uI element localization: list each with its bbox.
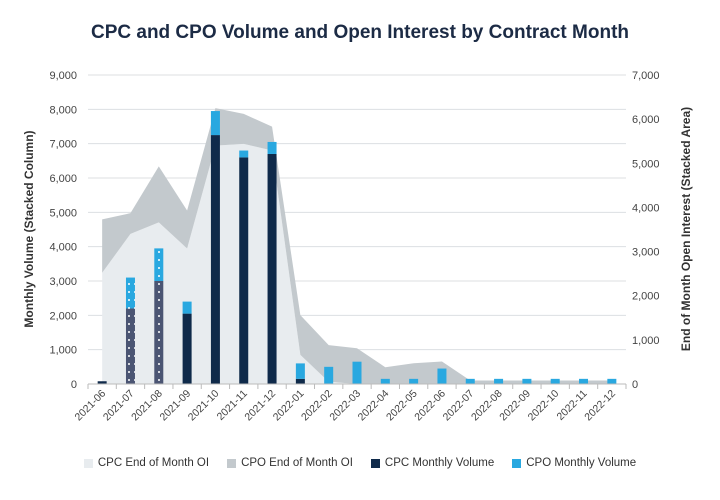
bar-pattern bbox=[125, 277, 135, 309]
bar-cpo-monthly-volume bbox=[494, 378, 504, 384]
y-tick-label: 9,000 bbox=[49, 70, 77, 82]
legend-swatch bbox=[512, 458, 522, 468]
bar-cpo-monthly-volume bbox=[550, 378, 560, 384]
y-tick-label: 4,000 bbox=[49, 242, 77, 254]
plot-area: 0 1,000 2,000 3,000 4,000 5,000 6,000 7,000 8,00… bbox=[22, 70, 693, 424]
y-tick-label: 5,000 bbox=[49, 207, 77, 219]
legend-label: CPC End of Month OI bbox=[97, 457, 210, 469]
y-tick-label: 3,000 bbox=[49, 276, 77, 288]
y-tick-label: 1,000 bbox=[49, 345, 77, 357]
y-axis-label: Monthly Volume (Stacked Column) bbox=[22, 130, 36, 327]
bar-cpo-monthly-volume bbox=[579, 378, 589, 384]
legend-label: CPO Monthly Volume bbox=[526, 457, 637, 469]
bar-cpo-monthly-volume bbox=[352, 361, 362, 384]
y2-tick-label: 4,000 bbox=[632, 202, 660, 214]
legend-label: CPO End of Month OI bbox=[241, 457, 353, 469]
bar-cpc-monthly-volume bbox=[239, 157, 249, 384]
y2-tick-label: 1,000 bbox=[632, 335, 660, 347]
legend-item: CPC End of Month OI bbox=[83, 457, 210, 469]
y-tick-label: 6,000 bbox=[49, 173, 77, 185]
y2-tick-label: 3,000 bbox=[632, 247, 660, 259]
y2-tick-label: 7,000 bbox=[632, 70, 660, 82]
y2-tick-label: 2,000 bbox=[632, 291, 660, 303]
legend-label: CPC Monthly Volume bbox=[384, 457, 495, 469]
y2-tick-label: 5,000 bbox=[632, 158, 660, 170]
bar-cpo-monthly-volume bbox=[465, 378, 475, 384]
y-tick-label: 2,000 bbox=[49, 310, 77, 322]
bar-pattern bbox=[154, 281, 164, 384]
x-tick-label: 2022-10 bbox=[526, 388, 562, 424]
area-cpc-end-of-month-oi bbox=[102, 143, 612, 384]
bar-cpo-monthly-volume bbox=[380, 378, 390, 384]
bar-cpo-monthly-volume bbox=[210, 111, 220, 136]
bar-cpo-monthly-volume bbox=[239, 150, 249, 158]
bar-cpc-monthly-volume bbox=[295, 378, 305, 384]
bar-cpo-monthly-volume bbox=[295, 363, 305, 379]
x-tick-label: 2021-10 bbox=[186, 388, 222, 424]
y2-tick-label: 0 bbox=[632, 379, 638, 391]
y-tick-label: 8,000 bbox=[49, 104, 77, 116]
bar-cpo-monthly-volume bbox=[522, 378, 532, 384]
y2-axis-label: End of Month Open Interest (Stacked Area… bbox=[679, 107, 693, 351]
legend-item: CPC Monthly Volume bbox=[370, 457, 495, 469]
x-tick-label: 2022-12 bbox=[582, 388, 618, 424]
y2-tick-label: 6,000 bbox=[632, 114, 660, 126]
bar-cpc-monthly-volume bbox=[182, 313, 192, 384]
chart-title: CPC and CPO Volume and Open Interest by … bbox=[90, 22, 630, 43]
bar-cpo-monthly-volume bbox=[409, 378, 419, 384]
legend-item: CPO End of Month OI bbox=[227, 457, 353, 469]
legend-swatch bbox=[370, 458, 380, 468]
bar-cpc-monthly-volume bbox=[267, 153, 277, 384]
legend-swatch bbox=[227, 458, 237, 468]
bar-cpc-monthly-volume bbox=[97, 381, 107, 384]
bar-cpc-monthly-volume bbox=[210, 135, 220, 384]
bar-cpo-monthly-volume bbox=[324, 366, 334, 384]
bar-cpo-monthly-volume bbox=[607, 378, 617, 384]
bar-cpo-monthly-volume bbox=[437, 368, 447, 384]
legend-swatch bbox=[83, 458, 93, 468]
bar-cpo-monthly-volume bbox=[182, 301, 192, 314]
y-tick-label: 0 bbox=[71, 379, 77, 391]
bar-pattern bbox=[125, 308, 135, 384]
y-tick-label: 7,000 bbox=[49, 139, 77, 151]
bar-pattern bbox=[154, 248, 164, 281]
legend: CPC End of Month OI CPO End of Month OI CP… bbox=[0, 457, 720, 469]
bar-cpo-monthly-volume bbox=[267, 141, 277, 154]
legend-item: CPO Monthly Volume bbox=[512, 457, 636, 469]
